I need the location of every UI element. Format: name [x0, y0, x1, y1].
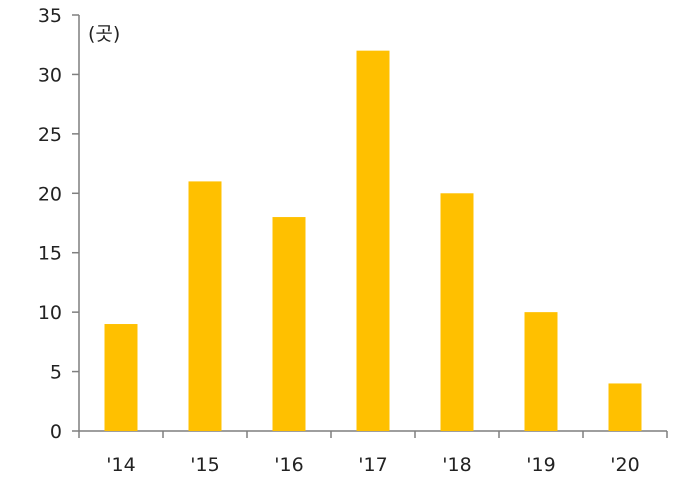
- bar-18: [440, 193, 474, 431]
- y-tick-label: 30: [38, 64, 62, 86]
- x-tick-label: '16: [274, 454, 303, 476]
- y-axis: 0 5 10 15 20 25 30 35: [38, 5, 80, 443]
- bars: [104, 50, 642, 432]
- y-tick-label: 5: [50, 362, 62, 384]
- bar-20: [608, 383, 642, 431]
- x-tick-label: '17: [358, 454, 387, 476]
- bar-14: [104, 324, 138, 431]
- x-tick-label: '18: [442, 454, 471, 476]
- y-tick-label: 15: [38, 243, 62, 265]
- x-tick-label: '20: [610, 454, 639, 476]
- y-tick-label: 10: [38, 302, 62, 324]
- bar-19: [524, 312, 558, 431]
- bar-15: [188, 181, 222, 431]
- x-tick-label: '15: [190, 454, 219, 476]
- y-tick-label: 20: [38, 183, 62, 205]
- bar-16: [272, 217, 306, 431]
- unit-label: (곳): [88, 23, 120, 45]
- x-tick-label: '14: [106, 454, 135, 476]
- bar-17: [356, 50, 390, 432]
- y-tick-label: 0: [50, 421, 62, 443]
- x-axis: '14 '15 '16 '17 '18 '19 '20: [78, 430, 668, 476]
- y-tick-label: 25: [38, 124, 62, 146]
- x-tick-label: '19: [526, 454, 555, 476]
- y-tick-label: 35: [38, 5, 62, 27]
